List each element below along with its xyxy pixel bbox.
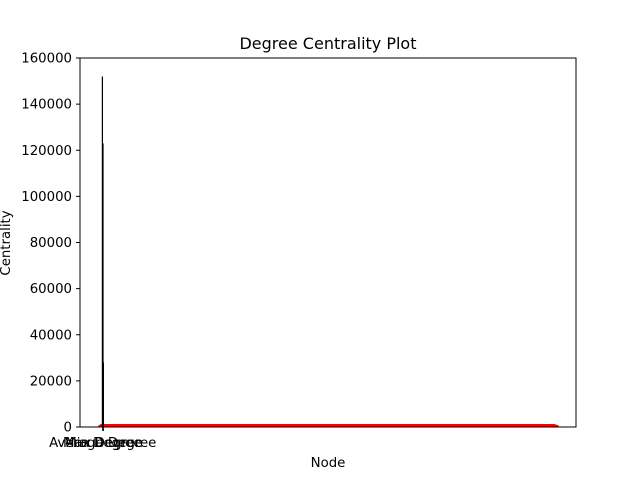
y-tick-label-3: 60000	[30, 282, 72, 297]
x-tick-label-1: Max Degree	[63, 436, 143, 451]
y-tick-label-2: 40000	[30, 328, 72, 343]
y-tick-label-8: 160000	[21, 52, 72, 67]
series-band	[98, 423, 559, 427]
y-tick-label-6: 120000	[21, 144, 72, 159]
y-tick-label-0: 0	[64, 421, 72, 436]
x-tick-label-0: Average Degree	[49, 436, 156, 451]
chart-title: Degree Centrality Plot	[239, 34, 416, 53]
data-marks	[98, 76, 559, 427]
y-axis-ticks: 0 20000 40000 60000 80000 100000 120000 140000 1…	[21, 52, 80, 436]
y-tick-label-4: 80000	[30, 236, 72, 251]
y-axis-label: Centrality	[0, 210, 14, 275]
y-tick-label-1: 20000	[30, 374, 72, 389]
plot-area	[79, 57, 577, 428]
y-tick-label-7: 140000	[21, 98, 72, 113]
x-tick-label-2: Min Degree	[65, 436, 141, 451]
y-tick-label-5: 100000	[21, 190, 72, 205]
x-axis-label: Node	[311, 456, 346, 471]
